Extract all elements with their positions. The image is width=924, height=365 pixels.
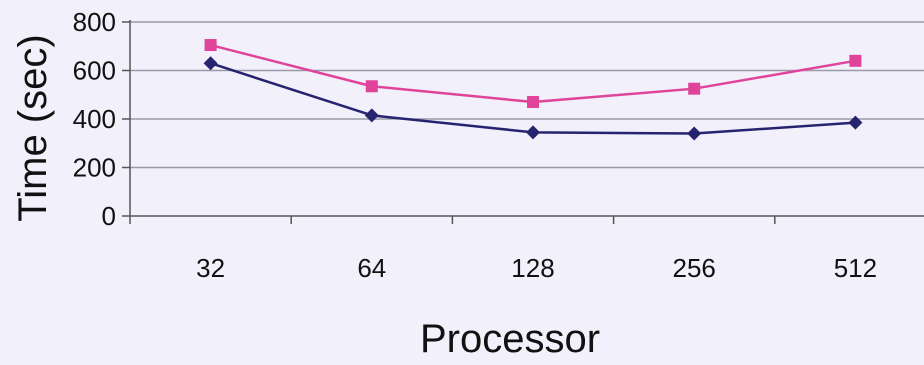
y-tick-label-200: 200 xyxy=(73,153,116,183)
series-0-point-128 xyxy=(527,96,539,109)
x-tick-label-512: 512 xyxy=(834,253,877,283)
axes: 0 200 400 600 800 32 64 128 256 512 xyxy=(73,7,924,283)
series-1 xyxy=(203,56,863,141)
x-tick-label-64: 64 xyxy=(357,253,386,283)
series-0 xyxy=(204,39,862,109)
series-0-point-512 xyxy=(849,54,862,67)
series-0-point-64 xyxy=(365,80,378,93)
y-axis-title: Time (sec) xyxy=(11,34,55,221)
series-1-point-128 xyxy=(526,125,540,140)
series-1-point-256 xyxy=(687,126,702,141)
x-tick-label-256: 256 xyxy=(673,253,716,283)
series-1-point-32 xyxy=(203,56,218,71)
series-1-point-64 xyxy=(364,108,379,123)
y-tick-label-400: 400 xyxy=(73,104,116,134)
x-tick-label-32: 32 xyxy=(196,253,225,283)
series-1-point-512 xyxy=(848,115,863,130)
series-0-point-256 xyxy=(688,82,701,95)
series-group xyxy=(203,39,863,141)
series-0-point-32 xyxy=(204,39,217,52)
y-tick-label-0: 0 xyxy=(102,201,116,231)
gridlines xyxy=(130,21,924,169)
x-tick-label-128: 128 xyxy=(511,253,554,283)
x-axis-title: Processor xyxy=(420,317,600,360)
y-tick-label-800: 800 xyxy=(73,7,116,37)
y-tick-label-600: 600 xyxy=(73,56,116,86)
